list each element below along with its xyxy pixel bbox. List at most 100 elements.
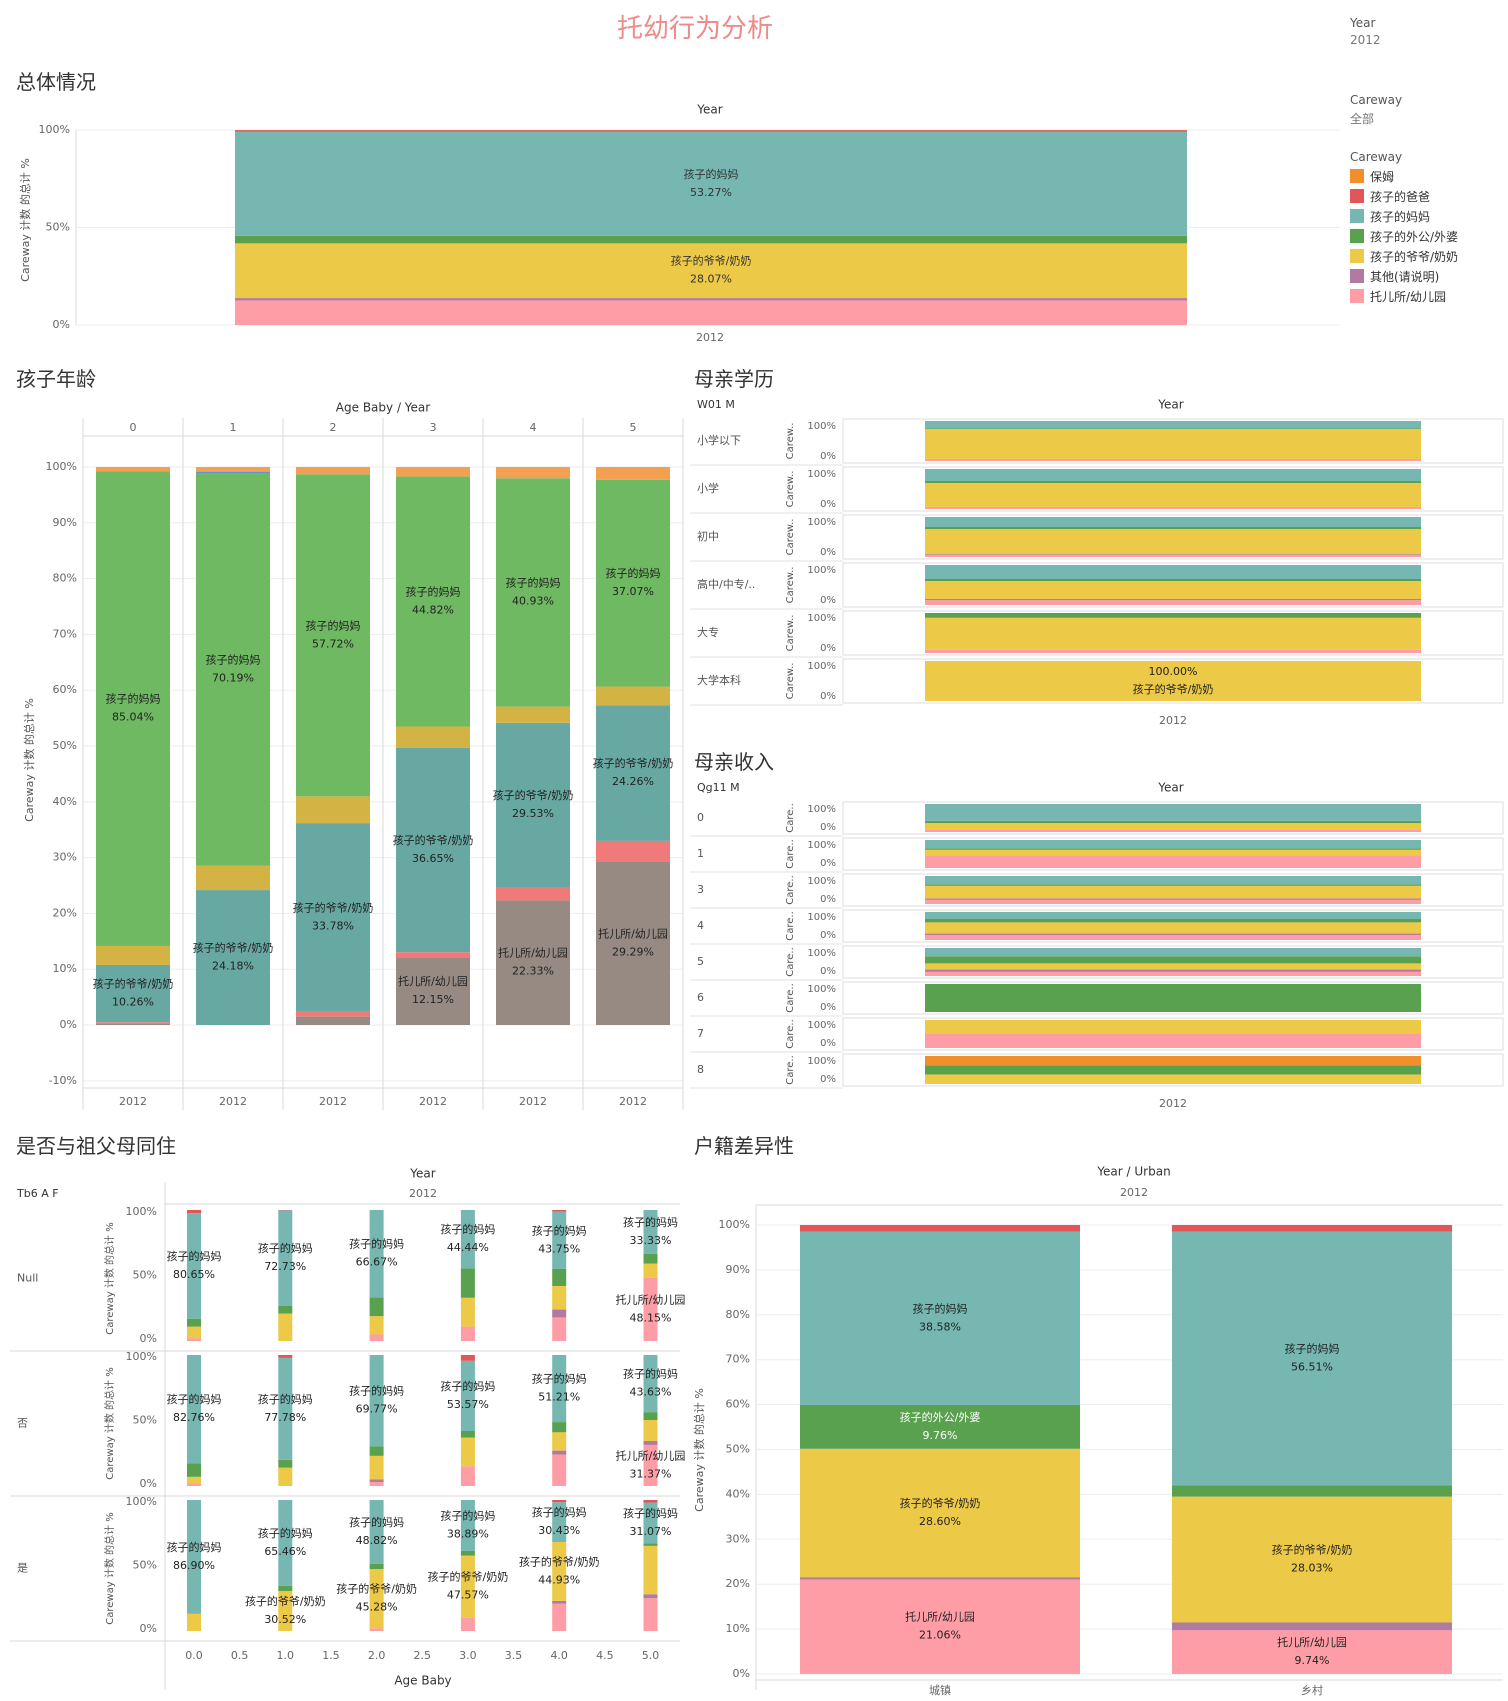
income-bar-segment bbox=[925, 971, 1421, 976]
age-bar-segment bbox=[596, 861, 670, 1025]
income-y-tick-label: 100% bbox=[807, 876, 836, 887]
grandparents-bar-segment bbox=[278, 1313, 293, 1341]
grandparents-bar-segment bbox=[552, 1500, 567, 1503]
age-bar-segment bbox=[196, 890, 270, 1025]
age-bar-segment bbox=[96, 945, 170, 965]
grandparents-data-label: 47.57% bbox=[447, 1589, 489, 1602]
income-row-label: 4 bbox=[697, 919, 704, 932]
income-bar-segment bbox=[925, 1065, 1421, 1075]
grandparents-bar-segment bbox=[278, 1500, 293, 1586]
education-bar-segment bbox=[925, 581, 1421, 599]
year-filter-value[interactable]: 2012 bbox=[1350, 33, 1381, 47]
age-x-tick-label: 2012 bbox=[519, 1095, 547, 1108]
grandparents-x-tick-label: 5.0 bbox=[642, 1649, 660, 1662]
grandparents-data-label: 孩子的妈妈 bbox=[532, 1372, 587, 1386]
age-data-label: 24.26% bbox=[612, 775, 654, 788]
grandparents-row-label: 是 bbox=[17, 1562, 28, 1575]
legend-item[interactable]: 孩子的爷爷/奶奶 bbox=[1350, 246, 1458, 266]
hukou-bar-segment bbox=[800, 1225, 1080, 1232]
legend-item[interactable]: 托儿所/幼儿园 bbox=[1350, 286, 1458, 306]
education-bar-segment bbox=[925, 527, 1421, 529]
overall-y-tick-label: 0% bbox=[53, 318, 70, 331]
grandparents-data-label: 孩子的妈妈 bbox=[623, 1506, 678, 1520]
overall-data-label: 28.07% bbox=[690, 273, 732, 286]
grandparents-bar-segment bbox=[278, 1459, 293, 1468]
income-bar-segment bbox=[925, 804, 1421, 821]
hukou-data-label: 孩子的妈妈 bbox=[913, 1301, 968, 1315]
grandparents-bar-segment bbox=[369, 1297, 384, 1317]
income-y-axis-title: Care.. bbox=[785, 911, 796, 941]
age-data-label: 孩子的爷爷/奶奶 bbox=[193, 941, 274, 955]
grandparents-x-tick-label: 4.0 bbox=[550, 1649, 568, 1662]
careway-legend: Careway 保姆 孩子的爸爸 孩子的妈妈 孩子的外公/外婆 孩子的爷爷/奶奶 其他(请… bbox=[1350, 150, 1458, 306]
education-bar-segment bbox=[925, 481, 1421, 483]
hukou-y-tick-label: 0% bbox=[733, 1667, 750, 1680]
grandparents-y-tick-label: 0% bbox=[140, 1622, 157, 1635]
education-y-tick-label: 100% bbox=[807, 661, 836, 672]
grandparents-bar-segment bbox=[552, 1355, 567, 1423]
careway-filter[interactable]: Careway 全部 bbox=[1350, 93, 1402, 127]
grandparents-bar-segment bbox=[460, 1355, 475, 1361]
grandparents-header-value: 2012 bbox=[409, 1187, 437, 1200]
education-bar-segment bbox=[925, 599, 1421, 601]
age-bar-segment bbox=[496, 900, 570, 1025]
income-y-tick-label: 0% bbox=[820, 1074, 836, 1085]
income-bar-segment bbox=[925, 848, 1421, 850]
year-filter[interactable]: Year 2012 bbox=[1350, 16, 1381, 47]
grandparents-data-label: 31.37% bbox=[630, 1467, 672, 1480]
age-bar-segment bbox=[196, 467, 270, 472]
grandparents-data-label: 孩子的妈妈 bbox=[440, 1379, 495, 1393]
grandparents-data-label: 65.46% bbox=[264, 1545, 306, 1558]
grandparents-bar-segment bbox=[460, 1360, 475, 1431]
income-y-tick-label: 100% bbox=[807, 1020, 836, 1031]
grandparents-bar-segment bbox=[643, 1277, 658, 1341]
hukou-y-tick-label: 70% bbox=[726, 1353, 750, 1366]
age-x-tick-label: 2012 bbox=[419, 1095, 447, 1108]
overall-bar-segment bbox=[235, 130, 1187, 132]
education-panel-border bbox=[842, 418, 1504, 464]
grandparents-data-label: 80.65% bbox=[173, 1268, 215, 1281]
grandparents-data-label: 69.77% bbox=[356, 1403, 398, 1416]
age-y-tick-label: 40% bbox=[53, 795, 77, 808]
legend-item[interactable]: 孩子的外公/外婆 bbox=[1350, 226, 1458, 246]
income-panel-border bbox=[842, 981, 1504, 1015]
hukou-data-label: 38.58% bbox=[919, 1320, 961, 1333]
grandparents-bar-segment bbox=[552, 1450, 567, 1455]
legend-item[interactable]: 孩子的妈妈 bbox=[1350, 206, 1458, 226]
age-data-label: 70.19% bbox=[212, 672, 254, 685]
grandparents-data-label: 孩子的妈妈 bbox=[258, 1241, 313, 1255]
grandparents-bar-segment bbox=[369, 1334, 384, 1341]
hukou-y-tick-label: 100% bbox=[719, 1218, 750, 1231]
grandparents-data-label: 孩子的妈妈 bbox=[532, 1505, 587, 1519]
age-data-label: 孩子的爷爷/奶奶 bbox=[593, 756, 674, 770]
grandparents-y-tick-label: 0% bbox=[140, 1477, 157, 1490]
hukou-y-tick-label: 40% bbox=[726, 1487, 750, 1500]
age-y-tick-label: 30% bbox=[53, 851, 77, 864]
legend-label: 孩子的爸爸 bbox=[1370, 189, 1431, 204]
grandparents-data-label: 孩子的妈妈 bbox=[440, 1222, 495, 1236]
overall-y-tick-label: 100% bbox=[39, 123, 70, 136]
hukou-bar-segment bbox=[800, 1404, 1080, 1449]
legend-item[interactable]: 孩子的爸爸 bbox=[1350, 186, 1458, 206]
education-row-label: 大专 bbox=[697, 625, 719, 639]
age-data-label: 29.29% bbox=[612, 945, 654, 958]
age-bar-segment bbox=[396, 467, 470, 477]
education-bar-segment bbox=[925, 554, 1421, 555]
education-y-axis-title: Carew.. bbox=[785, 567, 796, 604]
education-x-tick-label: 2012 bbox=[1159, 714, 1187, 727]
hukou-data-label: 孩子的外公/外婆 bbox=[900, 1410, 981, 1424]
age-bar-segment bbox=[496, 722, 570, 888]
careway-filter-value[interactable]: 全部 bbox=[1350, 112, 1375, 126]
hukou-data-label: 托儿所/幼儿园 bbox=[905, 1610, 975, 1624]
age-bar-segment bbox=[96, 1022, 170, 1024]
grandparents-data-label: 48.15% bbox=[630, 1311, 672, 1324]
grandparents-data-label: 孩子的妈妈 bbox=[349, 1237, 404, 1251]
legend-item[interactable]: 其他(请说明) bbox=[1350, 266, 1458, 286]
income-y-tick-label: 100% bbox=[807, 912, 836, 923]
income-y-axis-title: Care.. bbox=[785, 803, 796, 833]
legend-item[interactable]: 保姆 bbox=[1350, 166, 1458, 186]
grandparents-bar-segment bbox=[552, 1285, 567, 1310]
income-bar-segment bbox=[925, 849, 1421, 856]
hukou-bar-segment bbox=[800, 1577, 1080, 1580]
